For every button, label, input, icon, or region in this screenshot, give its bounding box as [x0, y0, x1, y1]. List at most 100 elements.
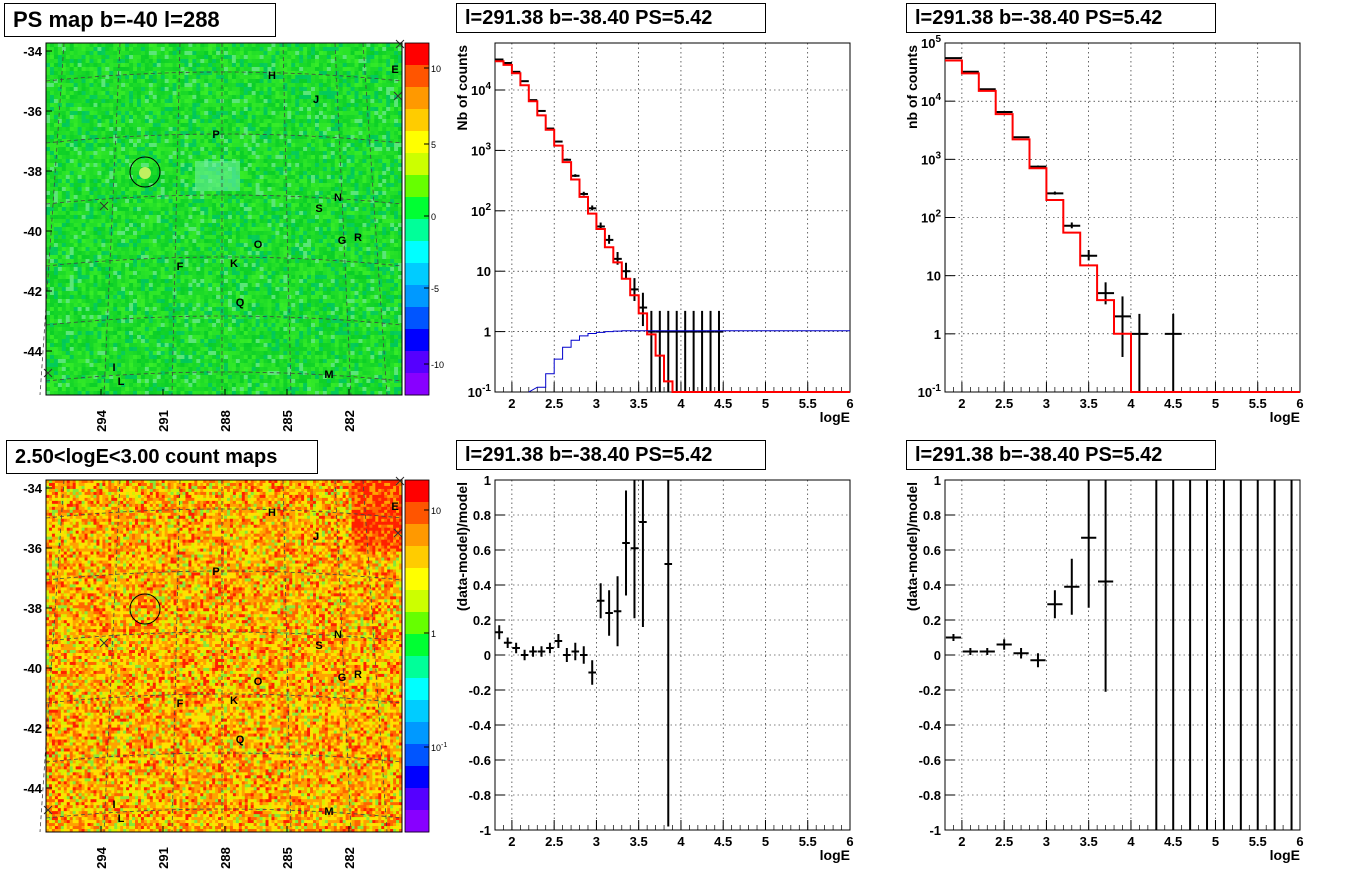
map-cell: [251, 231, 257, 236]
map-cell: [251, 135, 257, 140]
map-cell: [172, 99, 177, 104]
map-cell: [69, 43, 75, 48]
map-cell: [188, 79, 193, 84]
map-cell: [113, 63, 118, 68]
map-cell: [69, 187, 75, 192]
map-cell: [220, 215, 225, 220]
map-cell: [164, 59, 170, 64]
map-cell: [354, 215, 359, 220]
map-cell: [291, 91, 296, 96]
map-cell: [326, 151, 332, 156]
map-cell: [390, 163, 395, 168]
map-cell: [69, 207, 75, 212]
map-cell: [263, 63, 268, 68]
map-cell: [386, 199, 391, 204]
map-cell: [338, 67, 344, 72]
map-cell: [394, 223, 399, 228]
map-cell: [287, 251, 292, 256]
map-cell: [299, 175, 304, 180]
map-cell: [390, 131, 395, 136]
map-cell: [362, 87, 367, 92]
map-cell: [144, 199, 150, 204]
map-cell: [192, 215, 197, 220]
map-cell: [53, 167, 59, 172]
map-cell: [398, 251, 403, 256]
map-cell: [390, 55, 395, 60]
map-cell: [362, 95, 367, 100]
map-cell: [164, 263, 170, 268]
map-cell: [362, 83, 367, 88]
map-cell: [398, 143, 403, 148]
map-cell: [311, 223, 316, 228]
map-cell: [164, 191, 170, 196]
map-cell: [307, 187, 312, 192]
map-cell: [129, 191, 134, 196]
map-cell: [200, 47, 205, 52]
map-cell: [279, 107, 284, 112]
map-cell: [125, 139, 130, 144]
map-cell: [394, 59, 399, 64]
map-cell: [121, 215, 126, 220]
map-cell: [362, 195, 367, 200]
map-cell: [125, 239, 130, 244]
map-cell: [140, 123, 146, 128]
map-cell: [283, 251, 288, 256]
map-cell: [57, 203, 63, 208]
map-cell: [61, 59, 67, 64]
map-cell: [89, 107, 94, 112]
map-cell: [57, 239, 63, 244]
map-cell: [283, 111, 288, 116]
map-cell: [184, 227, 189, 232]
map-cell: [109, 55, 114, 60]
map-cell: [148, 167, 154, 172]
map-cell: [129, 91, 134, 96]
map-cell: [318, 139, 324, 144]
map-cell: [224, 143, 229, 148]
map-cell: [152, 195, 158, 200]
map-cell: [53, 143, 59, 148]
map-cell: [362, 187, 367, 192]
map-cell: [152, 55, 158, 60]
map-cell: [350, 67, 355, 72]
map-cell: [140, 147, 146, 152]
map-cell: [271, 143, 276, 148]
map-cell: [188, 239, 193, 244]
map-cell: [156, 159, 162, 164]
map-cell: [342, 203, 348, 208]
map-cell: [299, 255, 304, 260]
map-cell: [287, 87, 292, 92]
map-cell: [93, 127, 98, 132]
map-cell: [275, 79, 280, 84]
map-cell: [251, 175, 257, 180]
map-cell: [109, 119, 114, 124]
map-cell: [255, 203, 260, 208]
map-cell: [144, 183, 150, 188]
map-cell: [81, 151, 86, 156]
map-cell: [168, 211, 173, 216]
map-cell: [46, 79, 51, 84]
map-cell: [89, 71, 94, 76]
map-cell: [69, 243, 75, 248]
map-cell: [398, 131, 403, 136]
map-cell: [326, 199, 332, 204]
map-cell: [125, 151, 130, 156]
map-cell: [73, 79, 79, 84]
map-cell: [314, 259, 320, 264]
map-cell: [326, 215, 332, 220]
map-cell: [267, 55, 272, 60]
map-cell: [117, 223, 122, 228]
map-cell: [342, 107, 348, 112]
map-cell: [69, 263, 75, 268]
map-cell: [164, 163, 170, 168]
map-cell: [386, 155, 391, 160]
map-cell: [89, 175, 94, 180]
map-cell: [322, 163, 328, 168]
map-cell: [133, 179, 138, 184]
map-cell: [117, 79, 122, 84]
map-cell: [53, 51, 59, 56]
map-cell: [287, 151, 292, 156]
map-cell: [239, 207, 245, 212]
map-cell: [394, 115, 399, 120]
map-cell: [204, 207, 209, 212]
